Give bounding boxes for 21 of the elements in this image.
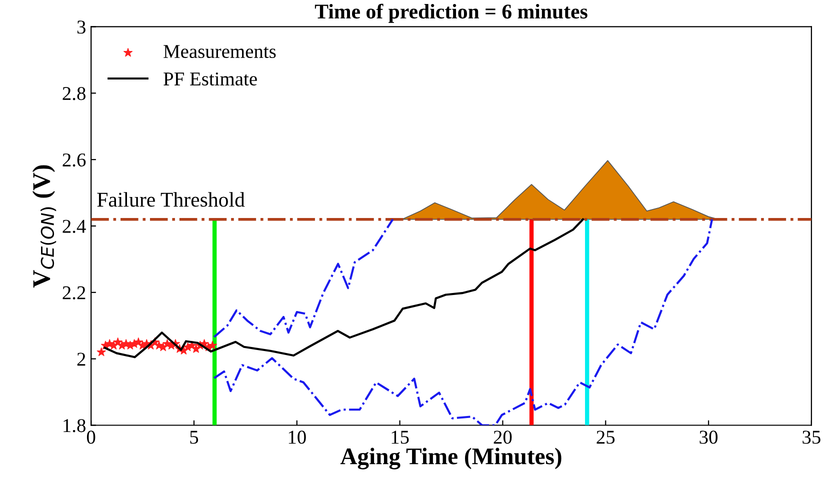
y-tick-label: 2.4 [62,220,86,234]
x-tick-label: 15 [392,430,409,444]
y-tick-label: 2.8 [62,86,86,100]
chart-title: Time of prediction = 6 minutes [314,4,588,23]
y-tick-label: 2.2 [62,286,86,300]
y-tick-label: 3 [77,20,86,34]
y-tick-label: 1.8 [64,419,86,432]
x-tick-label: 35 [802,430,820,444]
y-tick-label: 2.6 [62,153,86,167]
y-tick-label: 2 [77,352,86,366]
ref-line-label: Failure Threshold [97,192,245,207]
x-tick-label: 0 [86,430,96,444]
x-tick-label: 25 [596,430,615,444]
x-tick-label: 20 [494,430,512,444]
legend-label: Measurements [164,45,276,58]
x-tick-label: 30 [700,430,718,444]
y-axis-title: V$_{CE(ON)}$ (V) [32,165,56,288]
x-tick-label: 5 [190,430,198,444]
legend-label: PF Estimate [164,72,257,86]
x-tick-label: 10 [288,430,306,444]
x-axis-title: Aging Time (Minutes) [340,448,562,470]
